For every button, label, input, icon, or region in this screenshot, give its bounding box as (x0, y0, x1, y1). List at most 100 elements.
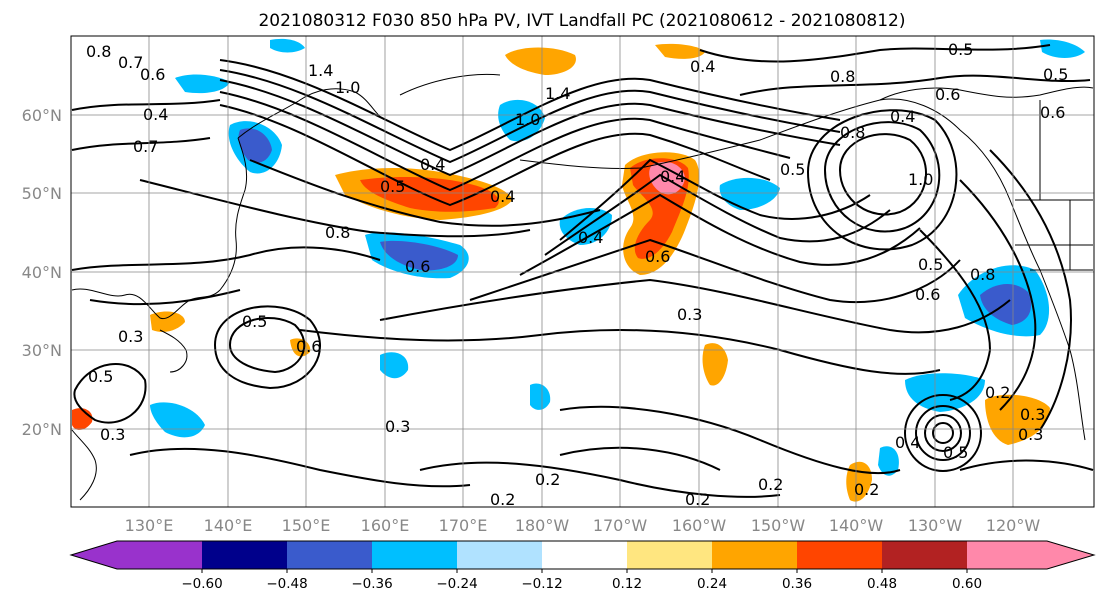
lon-label: 180°W (515, 516, 570, 535)
colorbar-tick-label: 0.48 (867, 576, 897, 592)
colorbar-cell (1047, 541, 1094, 569)
pv-positive-core-midlat (360, 176, 499, 212)
contour-label: 1.0 (908, 170, 933, 189)
longitude-labels: 130°E 140°E 150°E 160°E 170°E 180°W 170°… (125, 516, 1041, 535)
graticule (71, 36, 1094, 507)
contour-label: 0.7 (133, 137, 158, 156)
contour-label: 1.0 (335, 78, 360, 97)
contour-label: 0.3 (1018, 425, 1043, 444)
contour-label: 0.3 (1020, 405, 1045, 424)
contour-label: 0.4 (890, 107, 915, 126)
contour-label: 0.8 (325, 223, 350, 242)
colorbar-tick-label: 0.60 (952, 576, 982, 592)
pv-positive-region-northwest (505, 47, 576, 75)
colorbar-tick-label: −0.36 (351, 576, 392, 592)
lon-label: 170°W (593, 516, 648, 535)
contour-label: 0.6 (935, 85, 960, 104)
colorbar-tick-label: −0.12 (521, 576, 562, 592)
lat-label-30n: 30°N (22, 341, 62, 360)
ivt-contours (71, 44, 1094, 498)
contour-label: 0.5 (948, 40, 973, 59)
contour-label: 0.4 (490, 187, 515, 206)
lon-label: 160°W (672, 516, 727, 535)
colorbar: −0.60 −0.48 −0.36 −0.24 −0.12 0.12 0.24 … (69, 540, 1096, 592)
pv-negative-region-tropical (530, 383, 551, 410)
figure-title: 2021080312 F030 850 hPa PV, IVT Landfall… (258, 11, 905, 31)
contour-label: 0.5 (1043, 65, 1068, 84)
contour-label: 0.2 (685, 490, 710, 509)
coastlines (71, 73, 1094, 501)
contour-label: 0.8 (840, 123, 865, 142)
contour-label: 0.6 (645, 247, 670, 266)
colorbar-tick-label: −0.24 (436, 576, 477, 592)
contour-label: 0.6 (405, 257, 430, 276)
contour-label: 0.4 (578, 228, 603, 247)
pv-negative-region-small-1 (380, 352, 409, 379)
lon-label: 150°W (751, 516, 806, 535)
contour-label: 0.4 (690, 57, 715, 76)
lon-label: 140°E (204, 516, 253, 535)
lat-label-20n: 20°N (22, 420, 62, 439)
pv-negative-core-midpacific (380, 240, 458, 271)
contour-label: 1.4 (308, 61, 333, 80)
contour-label: 0.3 (118, 327, 143, 346)
pv-negative-region-far-ne (1040, 39, 1085, 58)
contour-label: 1.0 (515, 110, 540, 129)
pv-positive-region-eastpacific (702, 343, 728, 386)
contour-label: 0.6 (140, 65, 165, 84)
contour-label: 0.3 (100, 425, 125, 444)
lon-label: 130°W (908, 516, 963, 535)
map-panel: 0.8 0.7 0.6 1.4 1.0 0.4 0.7 0.5 0.4 0.8 … (71, 36, 1094, 509)
colorbar-tick-label: −0.48 (266, 576, 307, 592)
pv-positive-region-subtropics (985, 394, 1050, 445)
contour-label: 0.5 (943, 443, 968, 462)
lon-label: 120°W (986, 516, 1041, 535)
colorbar-cell (967, 541, 1047, 569)
lat-label-40n: 40°N (22, 263, 62, 282)
contour-label: 0.8 (830, 67, 855, 86)
colorbar-cell (287, 541, 372, 569)
colorbar-tick-label: −0.60 (181, 576, 222, 592)
contour-label: 0.2 (985, 383, 1010, 402)
colorbar-outline (69, 540, 1096, 570)
colorbar-cell (797, 541, 882, 569)
pv-negative-region-gulf (719, 177, 780, 210)
contour-label: 0.3 (385, 417, 410, 436)
colorbar-tick-label: 0.36 (782, 576, 812, 592)
contour-label: 0.2 (490, 490, 515, 509)
colorbar-cell (882, 541, 967, 569)
contour-labels: 0.8 0.7 0.6 1.4 1.0 0.4 0.7 0.5 0.4 0.8 … (86, 40, 1068, 509)
colorbar-cell (117, 541, 202, 569)
contour-label: 0.4 (660, 167, 685, 186)
lat-label-50n: 50°N (22, 184, 62, 203)
contour-label: 0.7 (118, 53, 143, 72)
contour-label: 0.5 (780, 160, 805, 179)
contour-label: 0.2 (758, 475, 783, 494)
lon-label: 130°E (125, 516, 174, 535)
contour-label: 0.6 (296, 337, 321, 356)
colorbar-cell (71, 541, 117, 569)
contour-label: 0.8 (86, 42, 111, 61)
pv-negative-region-west-trop (150, 402, 205, 438)
contour-label: 0.6 (1040, 103, 1065, 122)
contour-label: 0.5 (88, 367, 113, 386)
map-frame (70, 35, 1095, 508)
pv-negative-region-nw-corner (270, 38, 305, 53)
contour-label: 0.4 (895, 433, 920, 452)
lon-label: 140°W (829, 516, 884, 535)
lat-label-60n: 60°N (22, 106, 62, 125)
contour-label: 0.5 (242, 312, 267, 331)
contour-label: 0.6 (915, 285, 940, 304)
contour-label: 1.4 (545, 84, 570, 103)
contour-label: 0.2 (854, 480, 879, 499)
colorbar-tick-label: 0.12 (612, 576, 642, 592)
colorbar-tick-label: 0.24 (697, 576, 727, 592)
colorbar-cell (202, 541, 287, 569)
contour-label: 0.5 (380, 177, 405, 196)
contour-label: 0.5 (918, 255, 943, 274)
colorbar-ticks (201, 569, 968, 573)
lon-label: 160°E (361, 516, 410, 535)
colorbar-cell (457, 541, 542, 569)
pv-negative-region-far-north (175, 74, 230, 94)
